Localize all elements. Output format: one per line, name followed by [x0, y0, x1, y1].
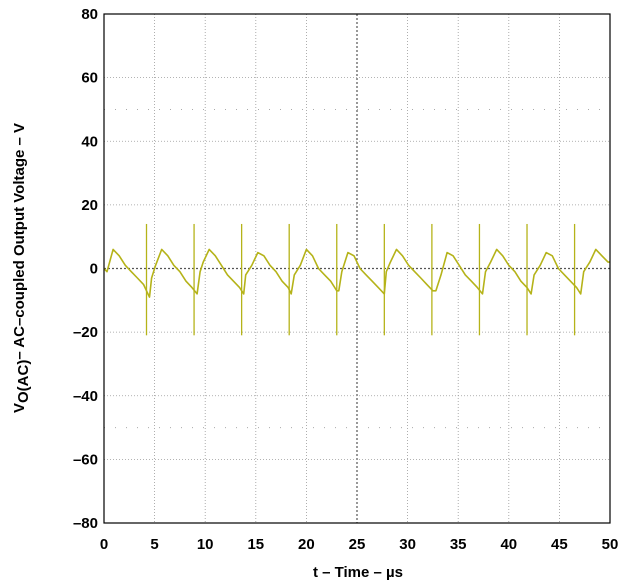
- y-axis-title: VO(AC)– AC–coupled Output Voltage – V: [11, 123, 32, 413]
- y-axis-title-main: V: [11, 403, 28, 413]
- y-tick-label: –60: [73, 451, 98, 468]
- x-axis-title: t – Time – µs: [313, 564, 403, 581]
- x-tick-labels: 0 5 10 15 20 25 30 35 40 45 50: [100, 536, 619, 553]
- y-tick-label: –80: [73, 515, 98, 532]
- spike-layer: [145, 223, 576, 336]
- x-tick-label: 15: [247, 536, 264, 553]
- y-tick-label: 0: [90, 261, 98, 278]
- y-axis-title-rest: – AC–coupled Output Voltage – V: [11, 123, 28, 360]
- x-tick-label: 10: [197, 536, 214, 553]
- x-tick-label: 45: [551, 536, 568, 553]
- x-tick-label: 25: [349, 536, 366, 553]
- y-tick-label: 20: [81, 197, 98, 214]
- y-tick-label: –20: [73, 324, 98, 341]
- y-tick-labels: 80 60 40 20 0 –20 –40 –60 –80: [73, 6, 98, 532]
- plot-frame: [103, 13, 611, 524]
- x-tick-label: 0: [100, 536, 108, 553]
- y-tick-label: 40: [81, 133, 98, 150]
- grid: [104, 14, 610, 523]
- y-axis-title-subscript: O(AC): [15, 360, 32, 403]
- x-tick-label: 20: [298, 536, 315, 553]
- x-tick-label: 40: [500, 536, 517, 553]
- x-tick-label: 5: [150, 536, 158, 553]
- y-tick-label: 60: [81, 70, 98, 87]
- x-tick-label: 50: [602, 536, 619, 553]
- y-tick-label: 80: [81, 6, 98, 23]
- output-voltage-trace: [103, 248, 610, 298]
- y-tick-label: –40: [73, 388, 98, 405]
- x-tick-label: 35: [450, 536, 467, 553]
- x-tick-label: 30: [399, 536, 416, 553]
